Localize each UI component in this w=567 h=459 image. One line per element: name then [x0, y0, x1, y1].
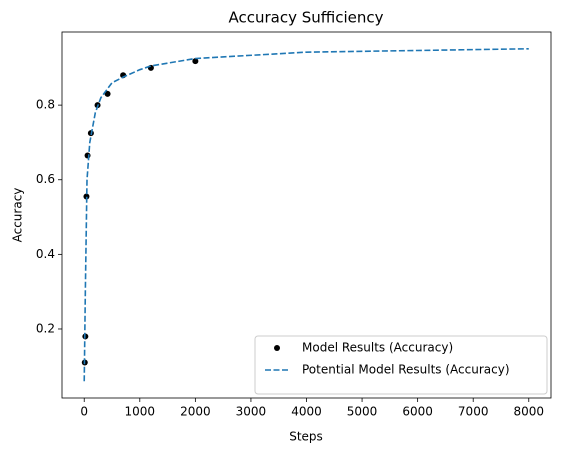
- legend-swatch: [274, 345, 280, 351]
- scatter-point: [84, 152, 91, 159]
- x-axis-label: Steps: [289, 430, 323, 444]
- y-tick-label: 0.2: [36, 321, 55, 335]
- x-tick-label: 7000: [458, 405, 489, 419]
- fit-line: [83, 47, 529, 382]
- x-tick-label: 4000: [291, 405, 322, 419]
- legend-label: Model Results (Accuracy): [302, 341, 453, 355]
- x-tick-label: 0: [80, 405, 88, 419]
- x-tick-label: 5000: [347, 405, 378, 419]
- x-tick-label: 1000: [125, 405, 156, 419]
- scatter-point: [147, 64, 154, 71]
- x-tick-label: 3000: [236, 405, 267, 419]
- y-tick-label: 0.4: [36, 247, 55, 261]
- y-tick-label: 0.8: [36, 98, 55, 112]
- chart-title: Accuracy Sufficiency: [228, 9, 383, 27]
- y-tick-label: 0.6: [36, 172, 55, 186]
- scatter-point: [104, 90, 111, 97]
- y-axis-label: Accuracy: [11, 188, 25, 243]
- x-tick-label: 2000: [180, 405, 211, 419]
- scatter-point: [83, 193, 90, 200]
- x-tick-label: 8000: [513, 405, 544, 419]
- legend-box: [254, 335, 548, 395]
- legend-label: Potential Model Results (Accuracy): [302, 363, 510, 377]
- x-tick-label: 6000: [402, 405, 433, 419]
- scatter-point: [192, 58, 199, 65]
